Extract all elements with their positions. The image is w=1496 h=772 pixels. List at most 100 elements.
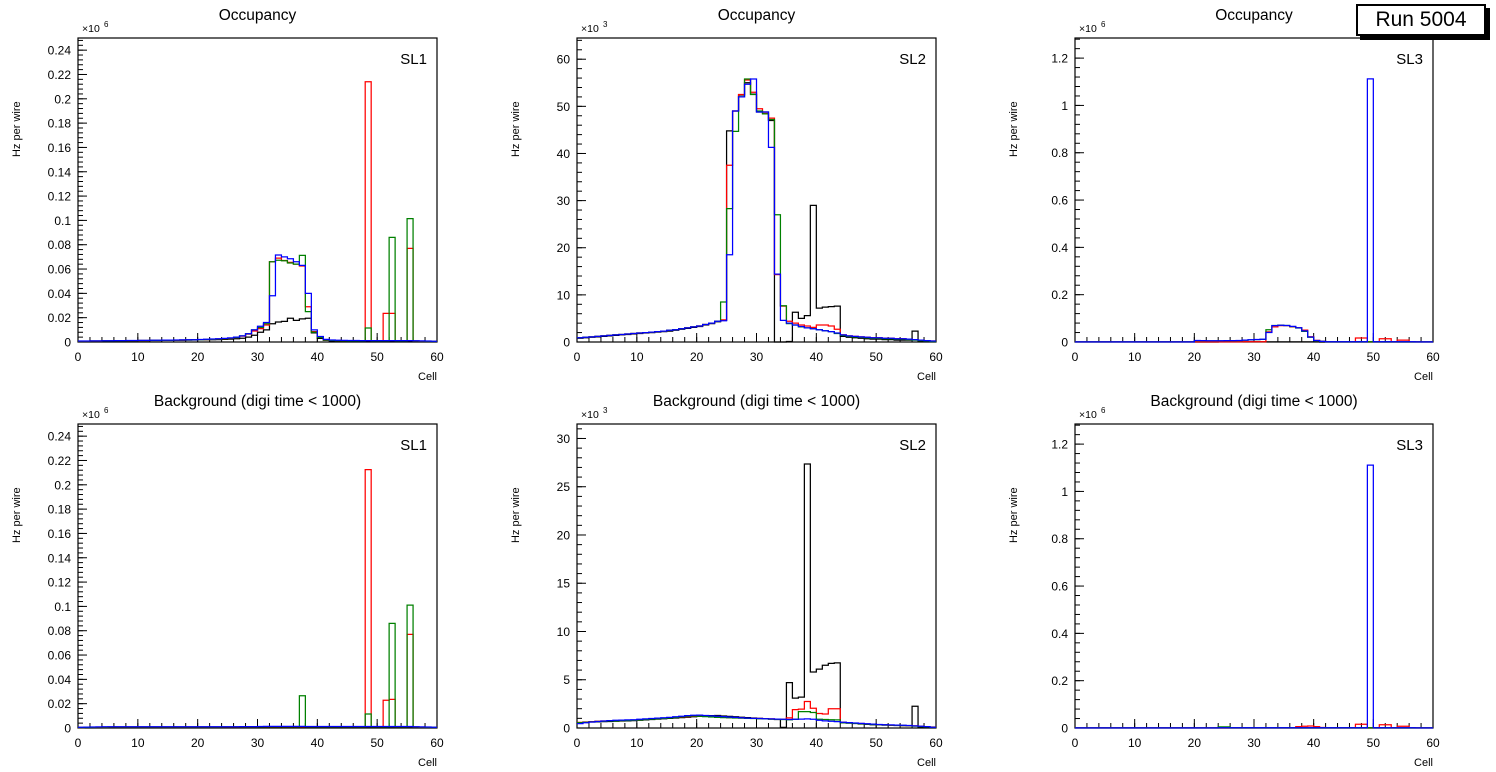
y-axis-ticks — [78, 39, 87, 343]
y-tick-label: 0.8 — [1051, 532, 1068, 546]
y-tick-label: 0.6 — [1051, 580, 1068, 594]
y-tick-label: 1 — [1061, 485, 1068, 499]
x-tick-label: 20 — [690, 350, 704, 364]
y-tick-label: 10 — [557, 288, 571, 302]
pad-occupancy-sl1[interactable]: Occupancy ×10 6 Hz per wire Cell 0 0.02 0.04 0.0… — [0, 0, 500, 386]
x-tick-label: 0 — [1072, 350, 1079, 364]
x-tick-label: 40 — [1307, 350, 1321, 364]
y-tick-label: 50 — [557, 100, 571, 114]
y-tick-label: 60 — [557, 53, 571, 67]
histogram-layer4 — [78, 725, 437, 728]
y-axis-label: Hz per wire — [510, 101, 522, 157]
y-tick-label: 0.06 — [48, 263, 72, 277]
y-tick-label: 0.12 — [48, 576, 72, 590]
y-axis-exponent-power: 6 — [1101, 406, 1106, 415]
pad-background-sl3[interactable]: Background (digi time < 1000) ×10 6 Hz per … — [997, 386, 1496, 772]
x-axis-label: Cell — [917, 757, 936, 769]
y-axis-exponent-power: 3 — [603, 20, 608, 29]
x-tick-label: 20 — [690, 736, 704, 750]
x-tick-label: 50 — [869, 736, 883, 750]
y-tick-label: 0 — [64, 336, 71, 350]
x-tick-label: 30 — [1247, 736, 1261, 750]
y-tick-label: 0.24 — [48, 44, 72, 58]
y-axis-ticks — [1075, 38, 1084, 343]
x-tick-label: 60 — [929, 350, 943, 364]
y-tick-label: 30 — [557, 432, 571, 446]
x-tick-label: 40 — [311, 350, 325, 364]
run-label-box: Run 5004 — [1356, 4, 1486, 36]
x-tick-label: 0 — [1072, 736, 1079, 750]
x-axis-label: Cell — [1414, 757, 1433, 769]
x-tick-label: 40 — [311, 736, 325, 750]
y-tick-label: 0.1 — [54, 600, 71, 614]
pad-title: Background (digi time < 1000) — [154, 393, 361, 410]
x-tick-label: 20 — [191, 350, 205, 364]
y-tick-label: 0.04 — [48, 673, 72, 687]
y-axis-exponent-power: 6 — [1101, 20, 1106, 29]
y-tick-label: 0.2 — [1051, 288, 1068, 302]
y-axis-exponent-power: 6 — [104, 20, 109, 29]
x-tick-label: 50 — [869, 350, 883, 364]
y-tick-label: 0.22 — [48, 454, 72, 468]
x-tick-label: 10 — [630, 736, 644, 750]
histogram-layer1 — [577, 82, 936, 343]
y-axis-label: Hz per wire — [11, 101, 23, 157]
histogram-layer4 — [1075, 464, 1433, 729]
histogram-layer1 — [577, 463, 936, 729]
x-tick-label: 60 — [929, 736, 943, 750]
y-tick-label: 40 — [557, 147, 571, 161]
y-tick-label: 0.08 — [48, 624, 72, 638]
y-axis-ticks — [1075, 424, 1084, 729]
plot-frame — [576, 423, 937, 729]
pad-background-sl1[interactable]: Background (digi time < 1000) ×10 6 Hz per … — [0, 386, 500, 772]
x-tick-label: 60 — [430, 736, 444, 750]
y-tick-label: 20 — [557, 528, 571, 542]
y-tick-label: 0.4 — [1051, 627, 1068, 641]
y-tick-label: 0.18 — [48, 117, 72, 131]
histogram-layer4 — [1075, 78, 1433, 343]
y-tick-label: 5 — [563, 673, 570, 687]
pad-occupancy-sl3[interactable]: Occupancy ×10 6 Hz per wire Cell 0 0.2 0.4 0.6 0.… — [997, 0, 1496, 386]
y-tick-label: 0.6 — [1051, 194, 1068, 208]
plot-frame — [1074, 37, 1434, 343]
pad-title: Background (digi time < 1000) — [1150, 393, 1357, 410]
x-tick-label: 10 — [131, 350, 145, 364]
pad-occupancy-sl2[interactable]: Occupancy ×10 3 Hz per wire Cell 0 10 20 30 40 50 6… — [499, 0, 999, 386]
x-tick-label: 0 — [75, 736, 82, 750]
y-axis-exponent: ×10 — [1079, 23, 1097, 35]
histogram-layer2 — [78, 81, 437, 343]
plot-frame — [77, 423, 438, 729]
y-axis-exponent: ×10 — [82, 23, 100, 35]
run-label-text: Run 5004 — [1375, 8, 1467, 31]
y-tick-label: 1.2 — [1051, 438, 1068, 452]
y-tick-label: 0.02 — [48, 697, 72, 711]
x-tick-label: 10 — [1128, 736, 1142, 750]
y-tick-label: 0.2 — [54, 92, 71, 106]
y-axis-label: Hz per wire — [1008, 101, 1020, 157]
x-axis-label: Cell — [418, 757, 437, 769]
y-tick-label: 25 — [557, 480, 571, 494]
y-tick-label: 0.8 — [1051, 146, 1068, 160]
plot-frame — [1074, 423, 1434, 729]
y-axis-label: Hz per wire — [510, 487, 522, 543]
x-axis-ticks — [1074, 719, 1434, 728]
superlayer-tag: SL3 — [1396, 51, 1423, 68]
y-axis-label: Hz per wire — [11, 487, 23, 543]
pad-title: Background (digi time < 1000) — [653, 393, 860, 410]
y-tick-label: 0.12 — [48, 190, 72, 204]
x-tick-label: 60 — [1426, 350, 1440, 364]
y-tick-label: 1 — [1061, 99, 1068, 113]
histogram-layer2 — [577, 79, 936, 342]
x-tick-label: 50 — [1367, 350, 1381, 364]
y-tick-label: 0.2 — [54, 478, 71, 492]
y-tick-label: 0 — [563, 722, 570, 736]
x-tick-label: 50 — [370, 350, 384, 364]
pad-background-sl2[interactable]: Background (digi time < 1000) ×10 3 Hz per … — [499, 386, 999, 772]
y-tick-label: 0.18 — [48, 503, 72, 517]
superlayer-tag: SL3 — [1396, 437, 1423, 454]
x-tick-label: 10 — [1128, 350, 1142, 364]
x-tick-label: 40 — [810, 350, 824, 364]
x-tick-label: 0 — [574, 736, 581, 750]
x-tick-label: 0 — [75, 350, 82, 364]
